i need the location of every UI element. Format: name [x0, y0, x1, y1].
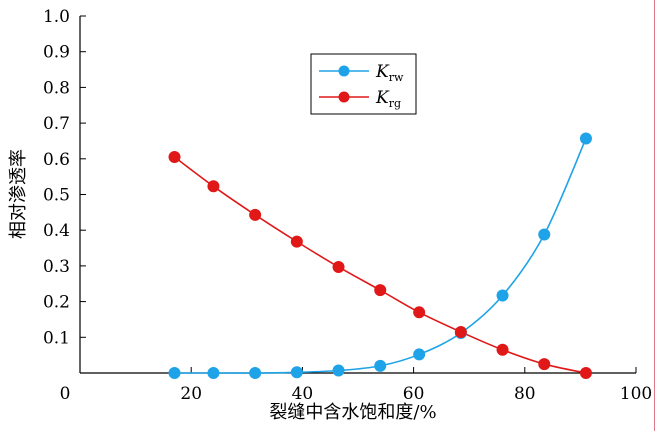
data-point-krg: [374, 284, 387, 297]
y-tick-label: 0.1: [43, 328, 70, 348]
x-tick-label: 40: [292, 384, 314, 404]
y-tick-label: 0.4: [43, 221, 70, 241]
y-tick-label: 0.9: [43, 43, 70, 63]
data-point-krw: [579, 132, 592, 145]
data-point-krg: [454, 325, 467, 338]
series-line-krw: [174, 138, 587, 374]
data-point-krw: [538, 228, 551, 241]
y-tick-label: 0.6: [43, 150, 70, 170]
data-point-krg: [207, 180, 220, 193]
x-tick-label: 0: [60, 384, 71, 404]
x-tick-label: 60: [403, 384, 425, 404]
data-point-krg: [413, 306, 426, 319]
data-point-krw: [496, 289, 509, 302]
legend-label-krg: Krg: [375, 88, 401, 110]
data-point-krw: [374, 359, 387, 372]
page-edge-rule: [654, 0, 655, 431]
series-line-krg: [174, 156, 587, 374]
data-point-krw: [413, 348, 426, 361]
x-axis-label: 裂缝中含水饱和度/%: [269, 402, 436, 423]
data-point-krg: [290, 235, 303, 248]
data-point-krg: [168, 151, 181, 164]
legend-label-krw: Krw: [375, 62, 404, 84]
y-tick-label: 1.0: [43, 7, 70, 27]
series-points: [168, 132, 592, 379]
y-tick-label: 0.2: [43, 293, 70, 313]
x-tick-label: 20: [180, 384, 202, 404]
y-axis-label: 相对渗透率: [8, 149, 29, 239]
legend-label-main: K: [375, 88, 390, 108]
data-point-krw: [207, 367, 220, 379]
ticks: 0.1 0.2 0.3 0.4 0.5 0.6 0.7 0.8 0.9 1.0 0 20 40 60 80 1…: [43, 7, 652, 404]
data-point-krw: [249, 367, 262, 379]
data-point-krg: [332, 260, 345, 273]
series-lines: [174, 138, 587, 374]
y-tick-label: 0.5: [43, 186, 70, 206]
data-point-krg: [538, 358, 551, 371]
legend-label-sub: rw: [389, 71, 404, 84]
y-tick-label: 0.7: [43, 114, 70, 134]
legend-label-sub: rg: [389, 97, 401, 110]
legend-marker-krw: [338, 65, 350, 77]
y-tick-label: 0.3: [43, 257, 70, 277]
data-point-krg: [579, 367, 592, 379]
x-tick-label: 100: [620, 384, 652, 404]
data-point-krw: [168, 367, 181, 379]
y-tick-label: 0.8: [43, 78, 70, 98]
x-tick-label: 80: [514, 384, 536, 404]
data-point-krw: [290, 366, 303, 379]
legend-marker-krg: [338, 91, 350, 103]
legend-label-main: K: [375, 62, 390, 82]
data-point-krg: [249, 208, 262, 221]
data-point-krw: [332, 364, 345, 377]
legend-box: [310, 53, 417, 115]
data-point-krg: [496, 343, 509, 356]
